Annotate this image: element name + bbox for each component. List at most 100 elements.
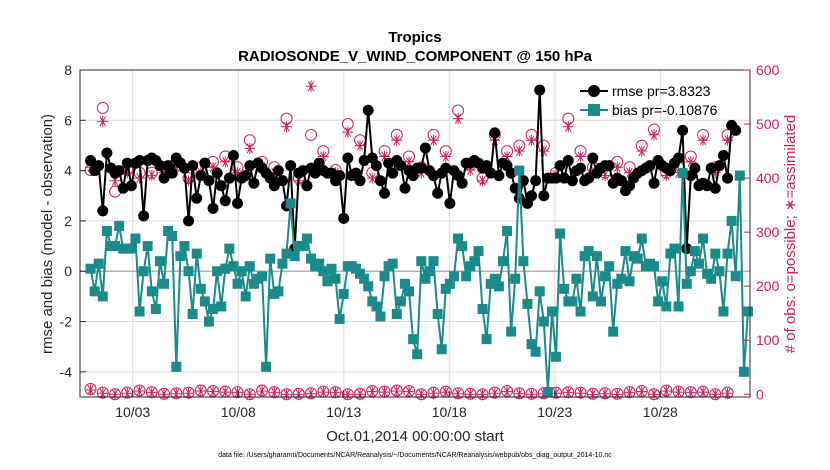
bias-point <box>306 253 317 264</box>
rmse-point <box>93 160 105 172</box>
y-tick-label: 4 <box>64 163 72 179</box>
assimilated-low-point <box>317 386 329 398</box>
bias-point <box>285 198 296 209</box>
rmse-point <box>113 165 125 177</box>
bias-point <box>718 306 729 317</box>
rmse-point <box>713 160 725 172</box>
assimilated-point <box>526 134 538 146</box>
bias-point <box>649 261 660 272</box>
bias-point <box>522 298 533 309</box>
x-tick-label: 10/28 <box>643 404 678 420</box>
assimilated-point <box>575 150 587 162</box>
rmse-point <box>374 175 386 187</box>
bias-point <box>444 278 455 289</box>
bias-point <box>375 311 386 322</box>
assimilated-point <box>391 134 403 146</box>
rmse-point <box>644 160 656 172</box>
assimilated-point <box>244 142 256 154</box>
rmse-point <box>101 147 113 159</box>
bias-point <box>412 349 423 360</box>
bias-point <box>416 256 427 267</box>
possible-point <box>96 101 109 114</box>
rmse-point <box>223 172 235 184</box>
bias-point <box>726 215 737 226</box>
y-tick-label: 0 <box>64 263 72 279</box>
bias-point <box>461 271 472 282</box>
rmse-point <box>191 192 203 204</box>
assimilated-low-point <box>722 387 734 399</box>
assimilated-low-point <box>562 387 574 399</box>
assimilated-point <box>452 113 464 125</box>
x-tick-label: 10/18 <box>432 404 467 420</box>
bias-point <box>518 256 529 267</box>
rmse-point <box>513 192 525 204</box>
legend-bias-label: bias pr=-0.10876 <box>612 102 718 118</box>
assimilated-low-point <box>121 387 133 399</box>
bias-point <box>510 273 521 284</box>
bias-point <box>273 286 284 297</box>
rmse-point <box>285 160 297 172</box>
assimilated-low-point <box>673 386 685 398</box>
bias-point <box>224 243 235 254</box>
bias-point <box>555 228 566 239</box>
assimilated-low-point <box>697 386 709 398</box>
bias-point <box>546 306 557 317</box>
bias-point <box>142 241 153 252</box>
bias-point <box>399 278 410 289</box>
bias-point <box>387 258 398 269</box>
bias-point <box>277 258 288 269</box>
assimilated-low-point <box>489 387 501 399</box>
rmse-point <box>689 162 701 174</box>
rmse-point <box>717 150 729 162</box>
bias-point <box>159 278 170 289</box>
rmse-point <box>554 160 566 172</box>
chart-title: Tropics <box>388 29 441 46</box>
assimilated-point <box>134 172 146 184</box>
rmse-point <box>125 180 137 192</box>
possible-point <box>305 128 318 141</box>
bias-point <box>179 241 190 252</box>
rmse-point <box>566 175 578 187</box>
assimilated-point <box>281 121 293 133</box>
assimilated-point <box>648 129 660 141</box>
rmse-point <box>187 160 199 172</box>
bias-point <box>477 303 488 314</box>
assimilated-low-point <box>660 385 672 397</box>
assimilated-point <box>342 126 354 138</box>
bias-point <box>734 170 745 181</box>
bias-point <box>289 251 300 262</box>
rmse-point <box>215 180 227 192</box>
rmse-point <box>534 84 546 96</box>
bias-point <box>85 263 96 274</box>
assimilated-low-point <box>85 384 97 396</box>
bias-point <box>612 278 623 289</box>
bias-point <box>624 276 635 287</box>
rmse-point <box>354 175 366 187</box>
bias-point <box>318 266 329 277</box>
bias-point <box>485 278 496 289</box>
assimilated-point <box>97 115 109 127</box>
y-right-tick-label: 600 <box>756 62 780 78</box>
bias-point <box>338 288 349 299</box>
rmse-point <box>207 202 219 214</box>
bias-point <box>722 248 733 259</box>
assimilated-low-point <box>195 385 207 397</box>
bias-point <box>420 273 431 284</box>
bias-point <box>146 286 157 297</box>
bias-point <box>481 334 492 345</box>
bias-point <box>710 248 721 259</box>
bias-point <box>428 256 439 267</box>
bias-point <box>244 261 255 272</box>
bias-point <box>559 283 570 294</box>
legend-bias-marker <box>588 104 600 116</box>
bias-point <box>567 296 578 307</box>
bias-point <box>261 361 272 372</box>
bias-point <box>608 326 619 337</box>
bias-point <box>714 266 725 277</box>
rmse-point <box>183 215 195 227</box>
x-tick-label: 10/13 <box>326 404 361 420</box>
bias-point <box>506 326 517 337</box>
bias-point <box>493 281 504 292</box>
bias-point <box>436 344 447 355</box>
assimilated-point <box>697 134 709 146</box>
